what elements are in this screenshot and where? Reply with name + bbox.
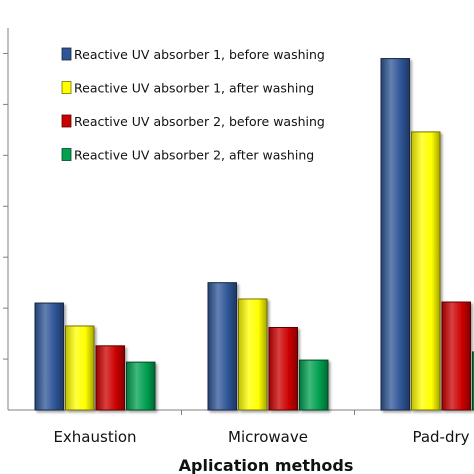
bar <box>238 298 268 411</box>
x-tick-label: Exhaustion <box>53 428 136 446</box>
bar <box>207 282 237 411</box>
legend-swatch <box>61 81 72 94</box>
x-axis-ticks <box>181 410 355 415</box>
x-tick-label: Microwave <box>228 428 308 446</box>
legend-label: Reactive UV absorber 2, after washing <box>74 148 314 163</box>
bars-group <box>34 58 474 411</box>
legend-label: Reactive UV absorber 2, before washing <box>74 114 325 129</box>
bar <box>65 325 95 411</box>
bar <box>34 302 64 411</box>
bar <box>268 326 298 411</box>
legend-swatch <box>61 148 72 161</box>
bar <box>411 131 441 411</box>
legend: Reactive UV absorber 1, before washing Re… <box>61 47 325 163</box>
x-tick-labels: Exhaustion Microwave Pad-dry <box>53 428 469 446</box>
bar <box>380 58 410 411</box>
bar <box>299 359 329 411</box>
legend-label: Reactive UV absorber 1, after washing <box>74 81 314 96</box>
x-axis-title: Aplication methods <box>179 456 354 474</box>
bar <box>441 301 471 411</box>
legend-swatch <box>61 114 72 128</box>
legend-swatch <box>61 47 72 61</box>
bar <box>472 351 474 411</box>
y-axis-ticks <box>3 52 8 360</box>
legend-label: Reactive UV absorber 1, before washing <box>74 47 325 62</box>
bar <box>95 345 125 411</box>
x-tick-label: Pad-dry <box>412 428 469 446</box>
bar <box>126 361 156 411</box>
